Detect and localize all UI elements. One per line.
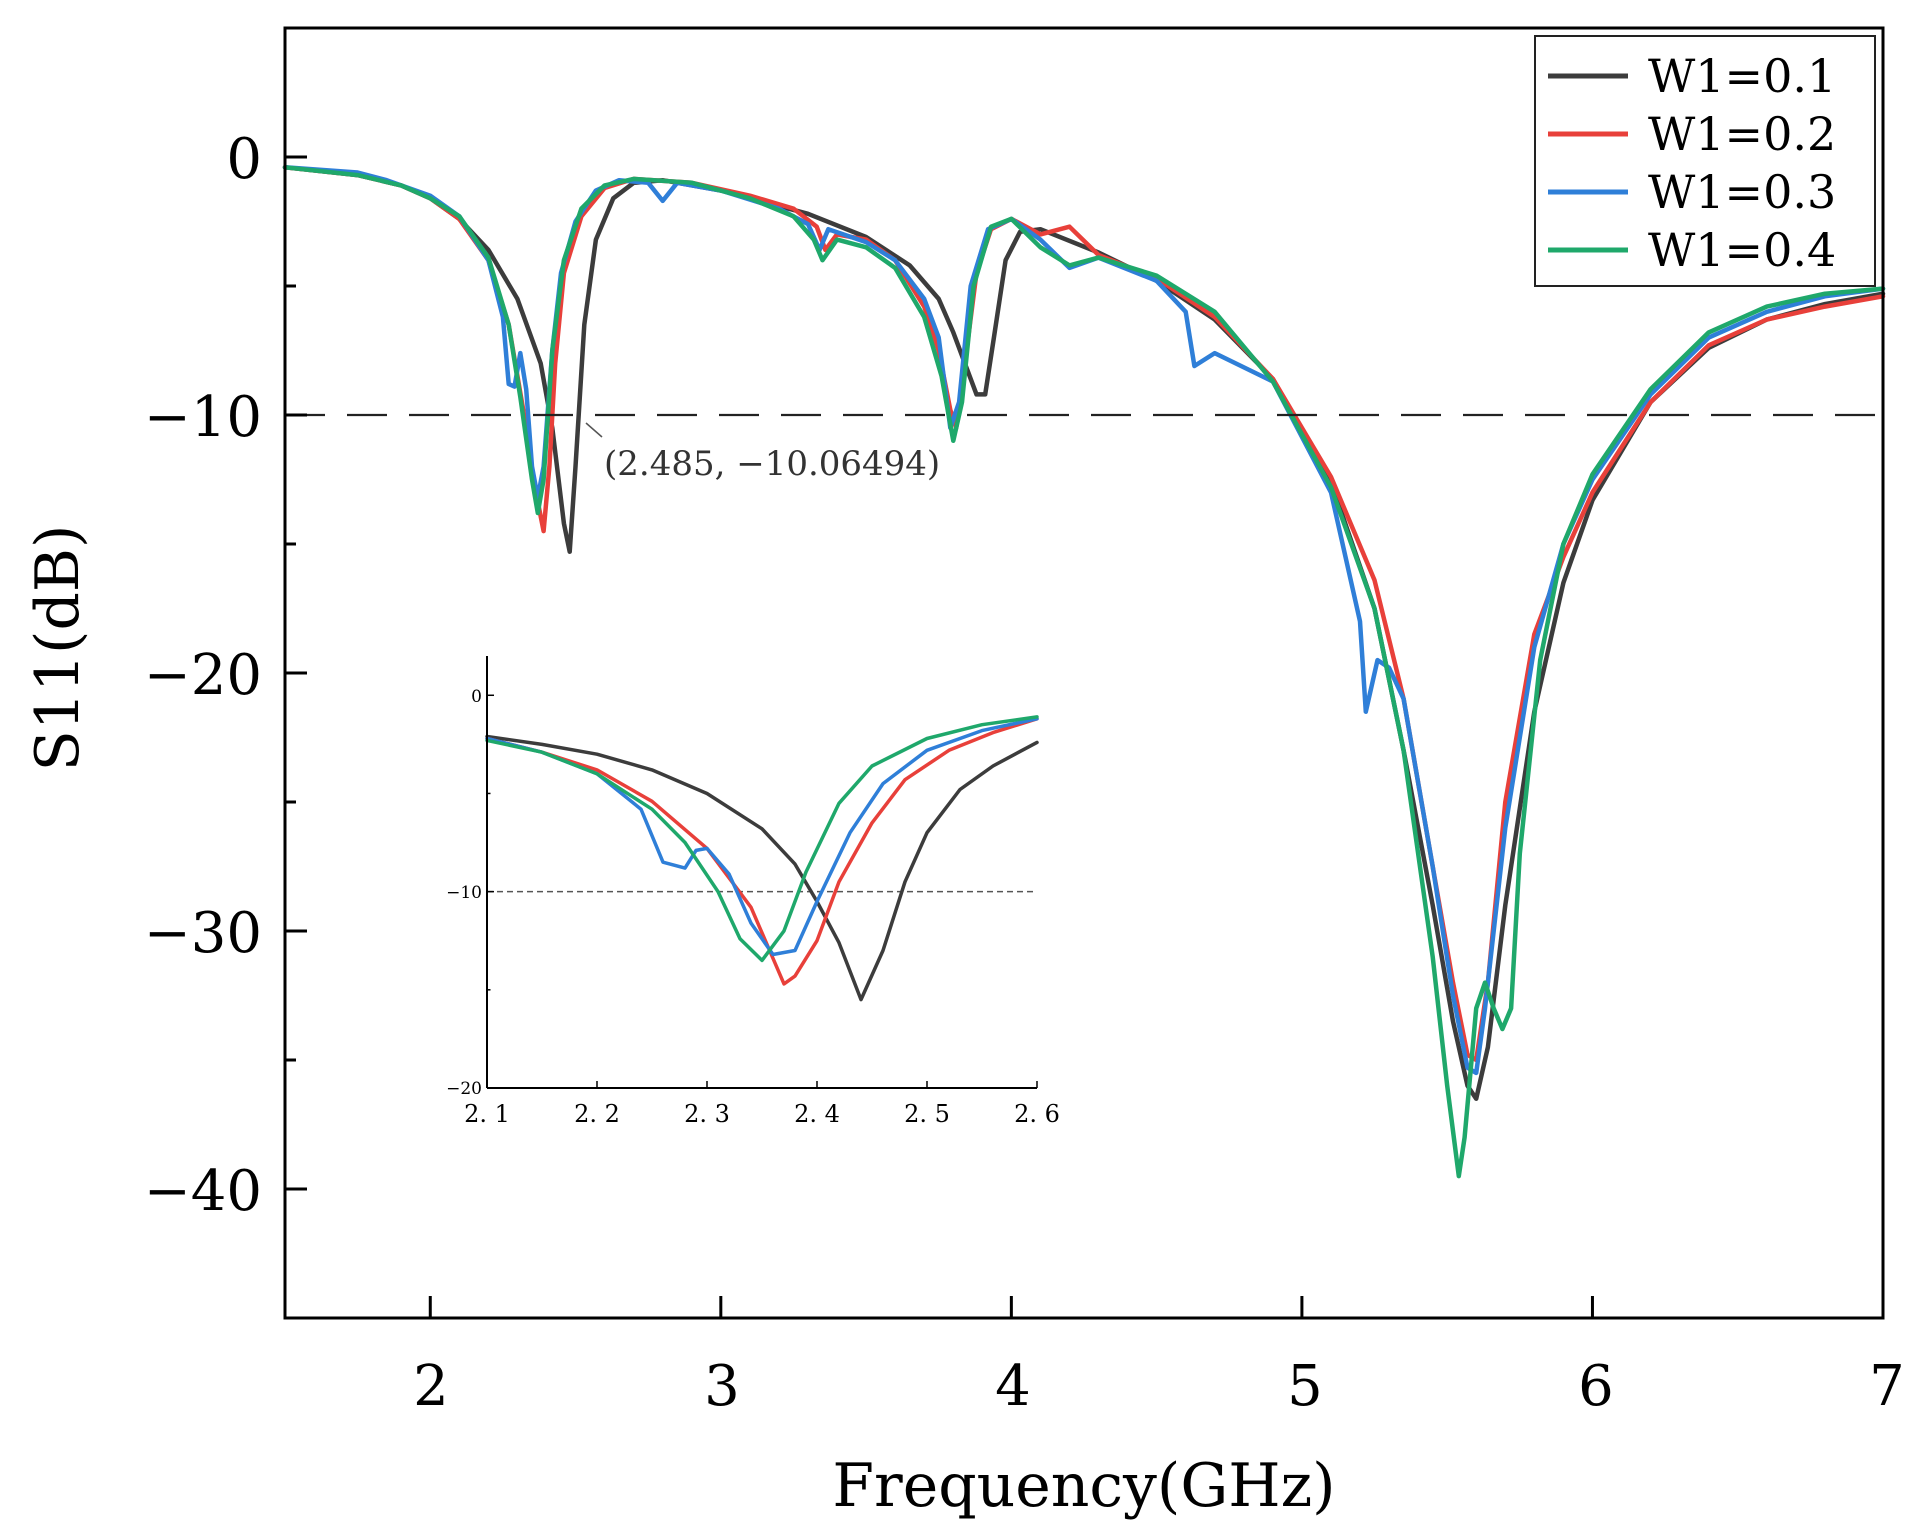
main-series-lines: [282, 165, 1886, 1179]
main-plot: 2 3 4 5 6 7 0 −10 −20 −30 −40 Frequency(…: [23, 26, 1905, 1521]
legend-label-w1-0-1: W1=0.1: [1648, 49, 1836, 103]
main-xtick-label: 4: [995, 1354, 1031, 1419]
inset-ytick-label: −20: [446, 1079, 482, 1099]
inset-series-lines: [485, 715, 1039, 1002]
main-xtick-label: 6: [1578, 1354, 1614, 1419]
inset-xtick-label: 2. 4: [794, 1100, 840, 1128]
inset-background: [487, 656, 1037, 1088]
inset-series-w1-0-3: [485, 717, 1039, 957]
main-ytick-label: −20: [144, 643, 262, 708]
inset-ytick-label: 0: [471, 687, 482, 707]
legend-label-w1-0-4: W1=0.4: [1648, 223, 1836, 277]
inset-series-w1-0-4: [485, 715, 1039, 963]
inset-xtick-label: 2. 5: [904, 1100, 950, 1128]
main-xtick-label: 5: [1287, 1354, 1323, 1419]
annotation-label: (2.485, −10.06494): [604, 444, 940, 484]
inset-xtick-label: 2. 2: [574, 1100, 620, 1128]
inset-xtick-label: 2. 1: [464, 1100, 510, 1128]
main-ytick-label: 0: [226, 127, 262, 192]
legend-label-w1-0-3: W1=0.3: [1648, 165, 1836, 219]
inset-series-w1-0-1: [485, 734, 1039, 1002]
inset-plot: 0 −10 −20 2. 1 2. 2 2. 3 2. 4 2. 5 2. 6: [446, 656, 1060, 1128]
main-series-w1-0-1: [282, 165, 1886, 1101]
inset-series-w1-0-2: [485, 717, 1039, 986]
inset-xtick-label: 2. 6: [1014, 1100, 1060, 1128]
main-series-w1-0-4: [282, 165, 1886, 1179]
legend-label-w1-0-2: W1=0.2: [1648, 107, 1836, 161]
main-xtick-label: 2: [413, 1354, 449, 1419]
main-ytick-label: −10: [144, 385, 262, 450]
inset-xtick-label: 2. 3: [684, 1100, 730, 1128]
legend: W1=0.1 W1=0.2 W1=0.3 W1=0.4: [1534, 35, 1876, 287]
inset-ytick-label: −10: [446, 883, 482, 903]
y-axis-label: S11(dB): [23, 525, 93, 772]
inset-axis-ticks: [486, 694, 1038, 1089]
annotation-leader-line: [585, 422, 603, 438]
x-axis-label: Frequency(GHz): [832, 1451, 1335, 1521]
main-axis-ticks: [285, 155, 1885, 1318]
main-ytick-label: −30: [144, 901, 262, 966]
main-xtick-label: 7: [1869, 1354, 1905, 1419]
main-ytick-label: −40: [144, 1159, 262, 1224]
main-xtick-label: 3: [704, 1354, 740, 1419]
